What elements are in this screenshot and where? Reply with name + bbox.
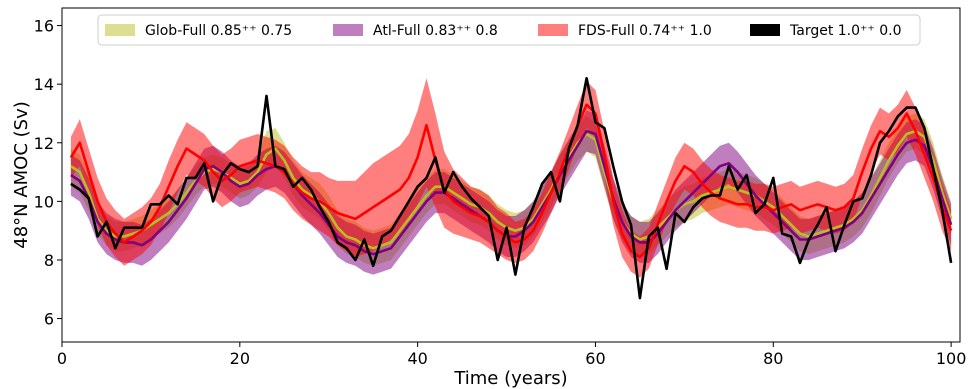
series-line-2 xyxy=(69,103,953,259)
series-line-1 xyxy=(70,129,953,256)
y-tick-label: 6 xyxy=(44,310,54,329)
legend-swatch xyxy=(105,24,135,36)
y-tick-label: 14 xyxy=(34,75,54,94)
x-tick-label: 40 xyxy=(407,349,427,368)
series-line-3 xyxy=(70,77,953,300)
x-axis-label: Time (years) xyxy=(453,368,567,389)
legend-label: Target 1.0⁺⁺ 0.0 xyxy=(789,23,902,39)
legend-label: Atl-Full 0.83⁺⁺ 0.8 xyxy=(373,23,498,39)
legend-label: FDS-Full 0.74⁺⁺ 1.0 xyxy=(578,23,712,39)
legend-swatch xyxy=(538,24,568,36)
y-tick-label: 10 xyxy=(34,192,54,211)
plot-frame xyxy=(61,7,961,343)
x-tick-label: 20 xyxy=(230,349,250,368)
x-tick-label: 0 xyxy=(57,349,67,368)
y-axis-ticks: 6 8 10 12 14 16 xyxy=(34,17,62,329)
band-1 xyxy=(70,110,952,275)
legend-swatch xyxy=(750,24,780,36)
y-tick-label: 16 xyxy=(34,17,54,36)
y-tick-label: 12 xyxy=(34,134,54,153)
legend-label: Glob-Full 0.85⁺⁺ 0.75 xyxy=(145,23,292,39)
legend-box xyxy=(97,14,921,46)
x-tick-label: 80 xyxy=(763,349,783,368)
y-tick-label: 8 xyxy=(44,251,54,270)
x-tick-label: 100 xyxy=(936,349,967,368)
x-axis-ticks: 0 20 40 60 80 100 xyxy=(57,342,966,368)
y-axis-label: 48°N AMOC (Sv) xyxy=(11,101,32,249)
series-lines xyxy=(69,77,953,300)
legend-swatch xyxy=(333,24,363,36)
x-tick-label: 60 xyxy=(585,349,605,368)
legend: Glob-Full 0.85⁺⁺ 0.75 Atl-Full 0.83⁺⁺ 0.8… xyxy=(97,14,921,46)
